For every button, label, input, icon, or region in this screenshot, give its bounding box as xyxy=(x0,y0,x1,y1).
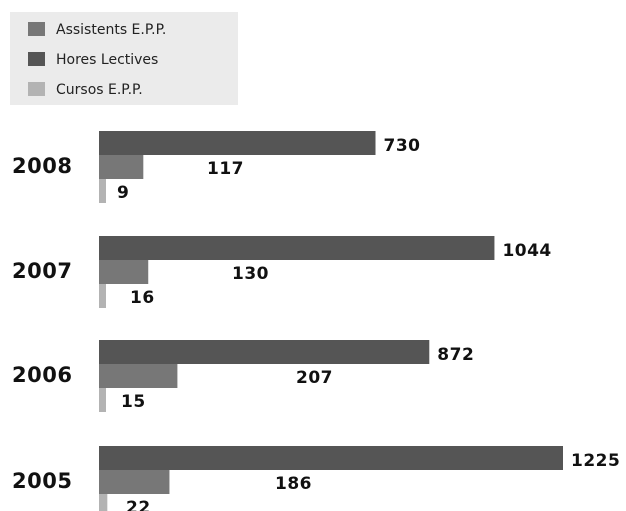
legend-label-hores-lectives: Hores Lectives xyxy=(56,52,158,68)
category-label-2007: 2007 xyxy=(12,259,72,283)
data-label-assistents-e-p-p-2007: 130 xyxy=(232,264,269,284)
data-label-hores-lectives-2008: 730 xyxy=(384,136,421,156)
bar-hores-lectives-2005 xyxy=(99,446,563,470)
data-label-assistents-e-p-p-2005: 186 xyxy=(275,474,312,494)
legend-label-cursos-e-p-p: Cursos E.P.P. xyxy=(56,82,143,98)
legend-swatch-cursos-e-p-p xyxy=(28,82,45,96)
bar-cursos-e-p-p-2006 xyxy=(99,388,106,412)
bar-hores-lectives-2007 xyxy=(99,236,495,260)
legend-label-assistents-e-p-p: Assistents E.P.P. xyxy=(56,22,166,38)
bar-cursos-e-p-p-2007 xyxy=(99,284,106,308)
data-label-assistents-e-p-p-2006: 207 xyxy=(296,368,333,388)
data-label-hores-lectives-2005: 1225 xyxy=(571,451,620,471)
data-label-hores-lectives-2006: 872 xyxy=(437,345,474,365)
data-label-cursos-e-p-p-2008: 9 xyxy=(117,183,129,203)
bars xyxy=(99,131,563,511)
legend-background xyxy=(10,12,238,105)
bar-cursos-e-p-p-2008 xyxy=(99,179,106,203)
bar-assistents-e-p-p-2006 xyxy=(99,364,178,388)
bar-assistents-e-p-p-2007 xyxy=(99,260,149,284)
data-labels: 730 117 9 1044 130 16 872 207 15 1225 186 22 xyxy=(117,136,620,511)
data-label-cursos-e-p-p-2006: 15 xyxy=(121,392,146,412)
bar-hores-lectives-2006 xyxy=(99,340,430,364)
category-label-2008: 2008 xyxy=(12,154,72,178)
bar-hores-lectives-2008 xyxy=(99,131,376,155)
data-label-hores-lectives-2007: 1044 xyxy=(502,241,551,261)
category-labels: 2008 2007 2006 2005 xyxy=(12,154,72,493)
bar-assistents-e-p-p-2005 xyxy=(99,470,170,494)
data-label-cursos-e-p-p-2005: 22 xyxy=(126,498,151,511)
bar-cursos-e-p-p-2005 xyxy=(99,494,108,511)
bar-assistents-e-p-p-2008 xyxy=(99,155,144,179)
legend-swatch-hores-lectives xyxy=(28,52,45,66)
data-label-assistents-e-p-p-2008: 117 xyxy=(207,159,244,179)
data-label-cursos-e-p-p-2007: 16 xyxy=(130,288,155,308)
category-label-2005: 2005 xyxy=(12,469,72,493)
legend: Assistents E.P.P. Hores Lectives Cursos E.… xyxy=(10,12,238,105)
legend-swatch-assistents-e-p-p xyxy=(28,22,45,36)
category-label-2006: 2006 xyxy=(12,363,72,387)
